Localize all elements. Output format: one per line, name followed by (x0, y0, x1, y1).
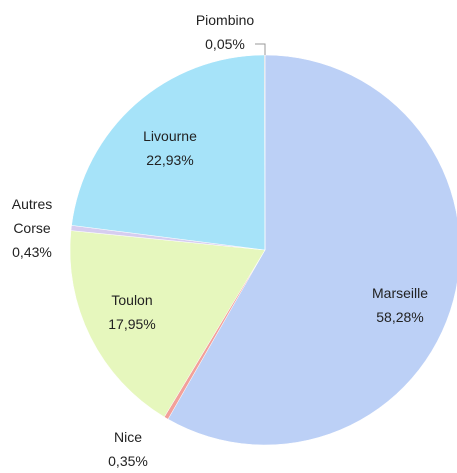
pie-slice (71, 54, 266, 251)
slice-label: Piombino 0,05% (196, 8, 254, 56)
value-label: 0,43% (12, 244, 52, 260)
value-label: 0,05% (205, 36, 245, 52)
pie-slice (69, 230, 266, 418)
category-label: Livourne (143, 128, 197, 144)
value-label: 22,93% (146, 152, 194, 168)
category-label: Toulon (111, 292, 153, 308)
value-label: 0,35% (108, 453, 148, 469)
category-label: Marseille (371, 285, 429, 301)
value-label: 58,28% (376, 309, 424, 325)
slice-label: Marseille 58,28% (372, 281, 428, 329)
slice-label: Autres Corse 0,43% (7, 192, 57, 264)
leader-line (255, 43, 266, 55)
slice-label: Toulon 17,95% (108, 288, 155, 336)
pie-slice (167, 54, 457, 446)
value-label: 17,95% (108, 316, 156, 332)
slice-label: Livourne 22,93% (143, 124, 197, 172)
slice-label: Nice 0,35% (108, 425, 148, 473)
category-label: Piombino (195, 12, 255, 28)
category-label: Nice (113, 429, 143, 445)
category-label: Autres Corse (11, 196, 53, 236)
